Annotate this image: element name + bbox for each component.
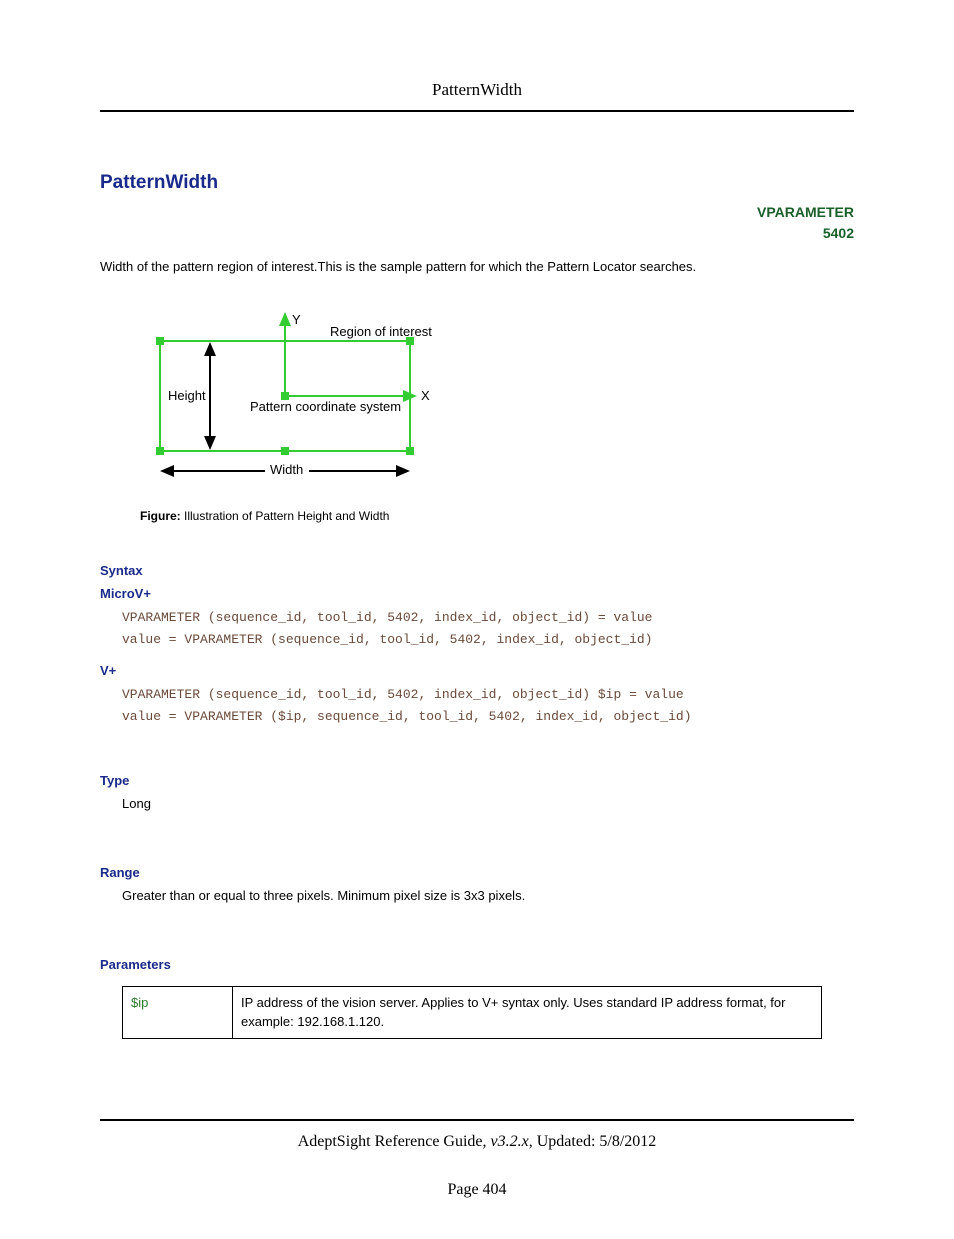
code-vplus1: VPARAMETER (sequence_id, tool_id, 5402, … [122, 684, 854, 706]
figure-caption: Figure: Illustration of Pattern Height a… [140, 509, 854, 523]
param-name-cell: $ip [123, 986, 233, 1038]
section-microv: MicroV+ [100, 586, 854, 601]
diagram-roi-label: Region of interest [330, 324, 432, 339]
type-value: Long [122, 796, 854, 811]
section-vplus: V+ [100, 663, 854, 678]
param-desc-cell: IP address of the vision server. Applies… [233, 986, 822, 1038]
table-row: $ip IP address of the vision server. App… [123, 986, 822, 1038]
vparam-word: VPARAMETER [757, 204, 854, 220]
page-header-title: PatternWidth [100, 80, 854, 112]
diagram-height-label: Height [168, 388, 206, 403]
diagram-x-label: X [421, 388, 430, 403]
footer-guide-line: AdeptSight Reference Guide, v3.2.x, Upda… [100, 1133, 854, 1151]
code-microv2: value = VPARAMETER (sequence_id, tool_id… [122, 629, 854, 651]
section-range: Range [100, 865, 854, 880]
section-parameters: Parameters [100, 957, 854, 972]
code-microv1: VPARAMETER (sequence_id, tool_id, 5402, … [122, 607, 854, 629]
footer-page: Page 404 [100, 1181, 854, 1199]
diagram-width-label: Width [270, 462, 303, 477]
page: PatternWidth PatternWidth VPARAMETER 540… [0, 0, 954, 1239]
range-value: Greater than or equal to three pixels. M… [122, 888, 854, 903]
intro-text: Width of the pattern region of interest.… [100, 258, 854, 276]
main-heading: PatternWidth [100, 172, 854, 194]
diagram-y-label: Y [292, 312, 301, 327]
footer-guide: AdeptSight Reference Guide [298, 1133, 483, 1150]
parameters-table: $ip IP address of the vision server. App… [122, 986, 822, 1039]
figure: Y X Region of interest Pattern coordinat… [140, 306, 854, 489]
code-vplus2: value = VPARAMETER ($ip, sequence_id, to… [122, 706, 854, 728]
section-syntax: Syntax [100, 563, 854, 578]
diagram-svg: Y X Region of interest Pattern coordinat… [140, 306, 440, 486]
diagram-coord-label: Pattern coordinate system [250, 399, 401, 414]
vparameter-label: VPARAMETER 5402 [100, 202, 854, 244]
footer-updated: , Updated: 5/8/2012 [529, 1133, 657, 1150]
figure-caption-bold: Figure: [140, 509, 181, 523]
vparam-number: 5402 [823, 225, 854, 241]
section-type: Type [100, 773, 854, 788]
figure-caption-text: Illustration of Pattern Height and Width [181, 509, 390, 523]
footer-version: , v3.2.x [483, 1133, 529, 1150]
footer: AdeptSight Reference Guide, v3.2.x, Upda… [100, 1119, 854, 1199]
